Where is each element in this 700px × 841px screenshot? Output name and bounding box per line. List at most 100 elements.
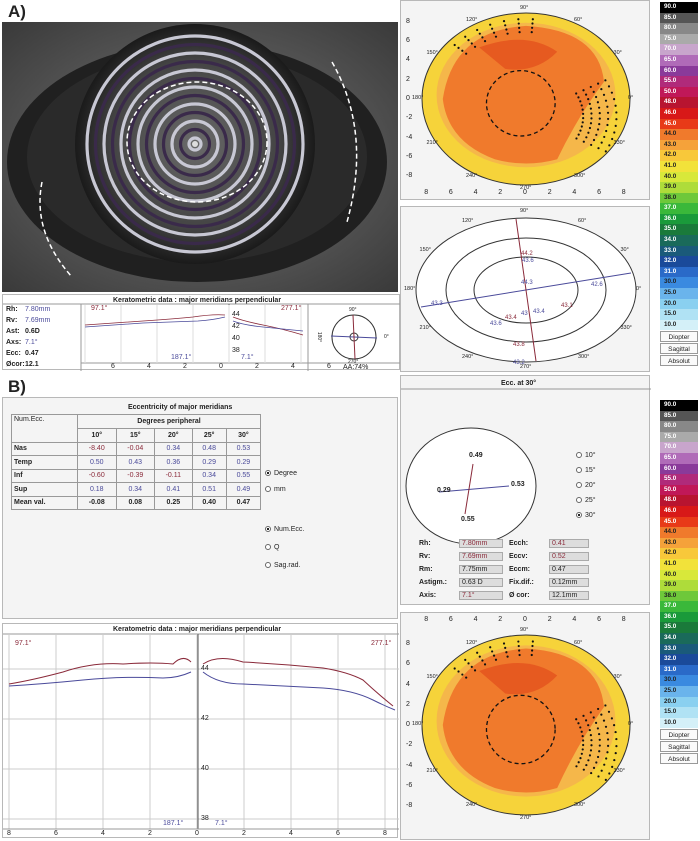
type-option[interactable]: Num.Ecc. bbox=[265, 526, 304, 533]
degree-option[interactable]: 30° bbox=[576, 512, 596, 519]
degree-option[interactable]: 25° bbox=[576, 497, 596, 504]
type-option[interactable]: Sag.rad. bbox=[265, 562, 300, 569]
y-tick: 42 bbox=[232, 323, 240, 330]
scale-cell: 37.0 bbox=[660, 601, 698, 612]
scale-cell: 44.0 bbox=[660, 129, 698, 140]
kerato-row-value: 7.69mm bbox=[25, 317, 51, 324]
meridian-value: 43 bbox=[521, 311, 528, 317]
ecc-cell: -0.60 bbox=[77, 468, 117, 483]
radio-dot[interactable] bbox=[265, 470, 271, 477]
ecc30-left: 0.29 bbox=[437, 487, 451, 494]
radio-dot[interactable] bbox=[265, 486, 271, 493]
section-b: B) Eccentricity of major meridians Num.E… bbox=[0, 375, 700, 840]
ecc-cell: -0.04 bbox=[115, 441, 156, 456]
scale-cell: 50.0 bbox=[660, 86, 698, 98]
radio-dot[interactable] bbox=[576, 512, 582, 519]
scale-button-sagittal[interactable]: Sagittal bbox=[660, 741, 698, 753]
radio-dot[interactable] bbox=[265, 526, 271, 533]
unit-option[interactable]: Degree bbox=[265, 470, 297, 477]
y-tick-b: 42 bbox=[201, 715, 209, 722]
meridian-value: 43.3 bbox=[431, 301, 443, 307]
radio-dot[interactable] bbox=[576, 482, 582, 489]
unit-option[interactable]: mm bbox=[265, 486, 286, 493]
scale-cell: 30.0 bbox=[660, 675, 698, 687]
scale-cell: 38.0 bbox=[660, 192, 698, 204]
ecc-cell: 0.08 bbox=[115, 495, 156, 510]
scale-button-absolut[interactable]: Absolut bbox=[660, 355, 698, 367]
topo-angle: 150° bbox=[426, 674, 438, 680]
x-tick-b: 4 bbox=[289, 830, 293, 837]
degree-option[interactable]: 10° bbox=[576, 452, 596, 459]
degree-option[interactable]: 15° bbox=[576, 467, 596, 474]
scale-button-diopter[interactable]: Diopter bbox=[660, 331, 698, 343]
topo-y-tick: 4 bbox=[406, 56, 410, 64]
topo-angle: 210° bbox=[426, 768, 438, 774]
meridian-angle: 120° bbox=[462, 218, 474, 225]
x-tick-b: 0 bbox=[195, 830, 199, 837]
field-label: Rh: bbox=[419, 540, 431, 547]
scale-cell: 70.0 bbox=[660, 442, 698, 453]
scale-cell: 20.0 bbox=[660, 298, 698, 310]
field-label: Ø cor: bbox=[509, 592, 530, 599]
topo-x-tick: 8 bbox=[621, 616, 626, 623]
ecc-cell: 0.40 bbox=[191, 495, 227, 510]
topo-angle: 270° bbox=[520, 815, 532, 821]
field-label: Eccv: bbox=[509, 553, 528, 560]
meridian-angle: 180° bbox=[404, 286, 416, 292]
radio-dot[interactable] bbox=[576, 497, 582, 504]
ecc-cell: 0.41 bbox=[154, 482, 193, 497]
degree-option[interactable]: 20° bbox=[576, 482, 596, 489]
ecc-row-name: Temp bbox=[11, 455, 78, 470]
x-tick-b: 2 bbox=[148, 830, 152, 837]
x-tick: 0 bbox=[219, 363, 223, 370]
mini-right: 0° bbox=[384, 334, 389, 340]
scale-cell: 38.0 bbox=[660, 590, 698, 602]
kerato-row-label: Ecc: bbox=[6, 350, 21, 357]
ecc-cell: 0.34 bbox=[115, 482, 156, 497]
topo-angle: 30° bbox=[613, 674, 622, 680]
scale-cell: 40.0 bbox=[660, 171, 698, 183]
scale-cell: 25.0 bbox=[660, 288, 698, 299]
topo-angle: 60° bbox=[574, 17, 583, 24]
topo-x-tick: 8 bbox=[424, 616, 429, 623]
topo-y-tick: 6 bbox=[406, 660, 410, 668]
scale-cell: 15.0 bbox=[660, 707, 698, 718]
ecc-row: Inf -0.60 -0.39 -0.11 0.34 0.55 bbox=[11, 468, 262, 483]
ecc-cell: 0.43 bbox=[115, 455, 156, 470]
scale-cell: 48.0 bbox=[660, 495, 698, 506]
section-a: A) Keratometric data : major merid bbox=[0, 0, 700, 375]
radio-label: 25° bbox=[585, 497, 596, 504]
radio-dot[interactable] bbox=[265, 562, 271, 569]
mini-bottom: 270° bbox=[348, 359, 359, 365]
radio-dot[interactable] bbox=[576, 452, 582, 459]
scale-cell: 45.0 bbox=[660, 118, 698, 130]
scale-cell: 33.0 bbox=[660, 643, 698, 655]
radio-dot[interactable] bbox=[265, 544, 271, 551]
meridian-diagram-a: 43.6 44.2 44.3 43.6 43.4 43 43.4 43.1 42.6 43.3 43… bbox=[400, 206, 650, 372]
x-tick: 6 bbox=[111, 363, 115, 370]
scale-button-diopter[interactable]: Diopter bbox=[660, 729, 698, 741]
type-option[interactable]: Q bbox=[265, 544, 279, 551]
field-value: 7.80mm bbox=[459, 539, 503, 548]
x-tick: 4 bbox=[147, 363, 151, 370]
scale-button-sagittal[interactable]: Sagittal bbox=[660, 343, 698, 355]
ecc-row: Sup 0.18 0.34 0.41 0.51 0.49 bbox=[11, 482, 262, 497]
scale-cell: 80.0 bbox=[660, 421, 698, 432]
topo-y-tick: -2 bbox=[406, 741, 413, 749]
scale-button-absolut[interactable]: Absolut bbox=[660, 753, 698, 765]
ecc-col-header: 15° bbox=[115, 428, 156, 443]
x-tick: 2 bbox=[183, 363, 187, 370]
topo-y-tick: -8 bbox=[406, 802, 413, 809]
mini-left: 180° bbox=[316, 331, 323, 343]
scale-cell: 85.0 bbox=[660, 12, 698, 24]
meridian-value: 43.4 bbox=[505, 315, 517, 321]
topo-x-tick: 2 bbox=[498, 616, 503, 623]
scale-cell: 41.0 bbox=[660, 558, 698, 570]
radio-dot[interactable] bbox=[576, 467, 582, 474]
x-tick-b: 2 bbox=[242, 830, 246, 837]
meridian-value: 42.6 bbox=[591, 282, 603, 288]
topo-x-tick: 8 bbox=[621, 189, 626, 196]
x-tick: 6 bbox=[327, 363, 331, 370]
radio-label: Degree bbox=[274, 470, 297, 477]
field-value: 0.63 D bbox=[459, 578, 503, 587]
